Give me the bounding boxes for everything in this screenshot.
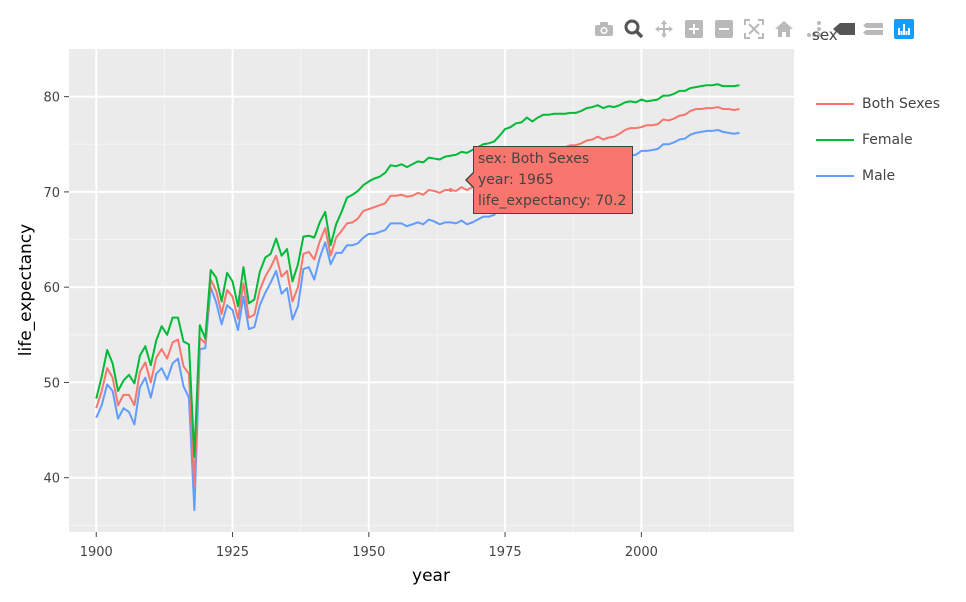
legend-item-both-sexes[interactable]: Both Sexes	[816, 94, 940, 114]
axis-ticks: 1900 1925 1950 1975 2000 40 50 60 70 80	[43, 91, 657, 560]
series-line-both-sexes	[95, 106, 740, 488]
legend-swatch	[816, 175, 854, 177]
hover-tooltip: sex: Both Sexes year: 1965 life_expectan…	[465, 146, 633, 214]
zoom-icon[interactable]	[622, 18, 646, 40]
pan-icon[interactable]	[652, 18, 676, 40]
zoom-in-icon[interactable]	[682, 18, 706, 40]
y-axis-title: life_expectancy	[16, 224, 36, 356]
legend-title: sex	[812, 26, 838, 44]
legend-item-male[interactable]: Male	[816, 166, 895, 186]
zoom-out-icon[interactable]	[712, 18, 736, 40]
hover-line-value: life_expectancy: 70.2	[478, 193, 627, 209]
hover-compare-icon[interactable]	[862, 18, 886, 40]
x-tick-label: 1900	[80, 545, 113, 560]
legend-label: Male	[862, 168, 896, 184]
x-tick-label: 1975	[489, 545, 522, 560]
y-tick-label: 80	[43, 91, 60, 106]
y-tick-label: 60	[43, 281, 60, 296]
series-line-female	[95, 83, 740, 458]
modebar	[592, 18, 922, 40]
x-tick-label: 1925	[216, 545, 249, 560]
legend-swatch	[816, 139, 854, 141]
hover-line-year: year: 1965	[478, 172, 554, 188]
y-tick-label: 40	[43, 472, 60, 487]
legend-swatch	[816, 103, 854, 105]
plot-background[interactable]	[69, 49, 794, 532]
legend-label: Both Sexes	[862, 96, 940, 112]
plotly-logo-icon[interactable]	[892, 18, 916, 40]
hover-points	[448, 187, 453, 192]
x-axis-title: year	[412, 566, 450, 586]
legend-label: Female	[862, 132, 913, 148]
hover-arrow-fill	[467, 173, 474, 187]
major-gridlines	[69, 49, 794, 532]
home-icon[interactable]	[772, 18, 796, 40]
y-tick-label: 50	[43, 376, 60, 391]
y-tick-label: 70	[43, 186, 60, 201]
hover-marker	[448, 187, 453, 192]
spike-lines-icon[interactable]	[802, 18, 826, 40]
legend-item-female[interactable]: Female	[816, 130, 913, 150]
hover-line-sex: sex: Both Sexes	[478, 151, 590, 167]
x-tick-label: 2000	[625, 545, 658, 560]
hover-closest-icon[interactable]	[832, 18, 856, 40]
autoscale-icon[interactable]	[742, 18, 766, 40]
camera-icon[interactable]	[592, 18, 616, 40]
x-tick-label: 1950	[352, 545, 385, 560]
